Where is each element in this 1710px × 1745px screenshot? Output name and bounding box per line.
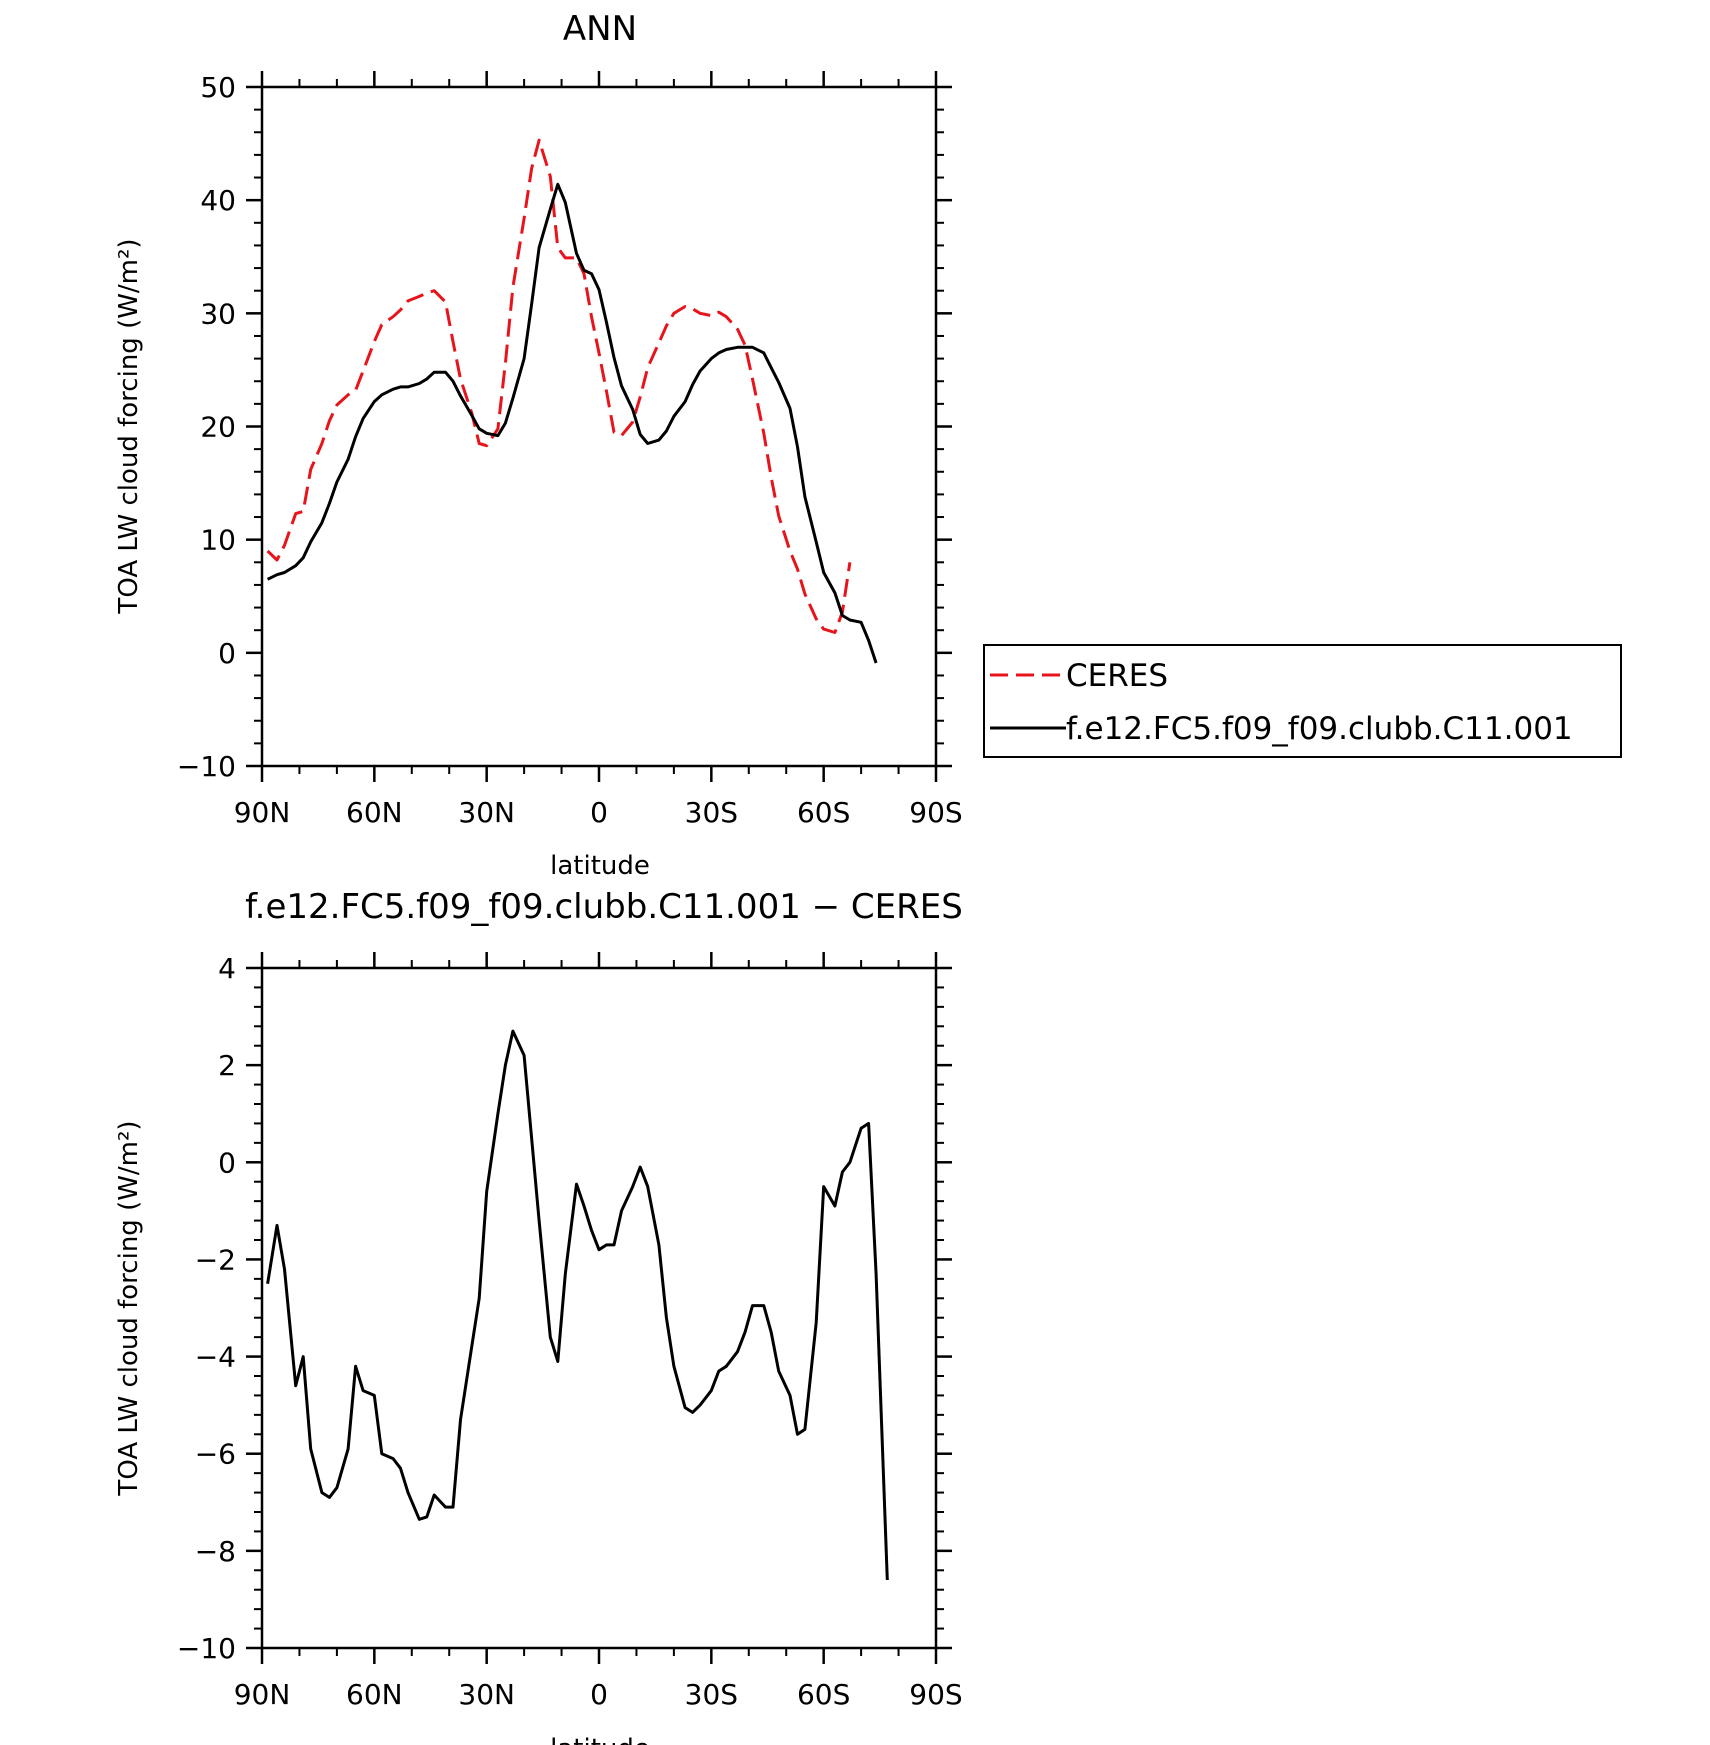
top-x-tick-labels: 90N 60N 30N 0 30S 60S 90S (234, 796, 963, 829)
legend-box (983, 644, 1622, 758)
top-x-tick-label: 60S (797, 796, 850, 829)
top-y-tick-label: 40 (200, 184, 236, 217)
top-x-tick-label: 90N (234, 796, 291, 829)
top-x-tick-label: 30N (458, 796, 515, 829)
bottom-x-tick-label: 60S (797, 1678, 850, 1711)
bottom-y-tick-label: −4 (195, 1341, 236, 1374)
top-y-tick-label: −10 (177, 750, 236, 783)
top-x-tick-label: 90S (909, 796, 962, 829)
bottom-x-tick-label: 90S (909, 1678, 962, 1711)
bottom-x-axis-title: latitude (550, 1734, 650, 1745)
top-ticks (246, 71, 952, 782)
bottom-y-tick-label: 0 (218, 1146, 236, 1179)
top-x-tick-label: 60N (346, 796, 403, 829)
bottom-y-tick-label: −10 (177, 1632, 236, 1665)
top-x-tick-label: 30S (685, 796, 738, 829)
top-y-tick-label: 10 (200, 524, 236, 557)
bottom-y-tick-labels: 4 2 0 −2 −4 −6 −8 −10 (177, 952, 236, 1665)
bottom-y-axis-title: TOA LW cloud forcing (W/m²) (114, 1120, 144, 1496)
top-panel: ANN 50 40 30 20 10 0 −10 90N 60N 30N 0 30S 60S 90S l… (114, 9, 963, 881)
bottom-panel-title: f.e12.FC5.f09_f09.clubb.C11.001 − CERES (245, 887, 963, 927)
top-y-tick-label: 0 (218, 637, 236, 670)
top-panel-title: ANN (563, 9, 637, 49)
top-y-tick-labels: 50 40 30 20 10 0 −10 (177, 71, 236, 783)
bottom-x-tick-label: 30N (458, 1678, 515, 1711)
bottom-x-tick-labels: 90N 60N 30N 0 30S 60S 90S (234, 1678, 963, 1711)
top-series-line-1 (266, 182, 878, 664)
legend: CERES f.e12.FC5.f09_f09.clubb.C11.001 (983, 644, 1622, 758)
top-series-lines (266, 138, 878, 664)
top-y-tick-label: 20 (200, 411, 236, 444)
bottom-y-tick-label: 4 (218, 952, 236, 985)
bottom-series-line-0 (266, 1029, 889, 1581)
bottom-x-tick-label: 90N (234, 1678, 291, 1711)
bottom-x-tick-label: 30S (685, 1678, 738, 1711)
bottom-x-tick-label: 0 (590, 1678, 608, 1711)
bottom-y-tick-label: 2 (218, 1049, 236, 1082)
bottom-y-tick-label: −6 (195, 1438, 236, 1471)
bottom-y-tick-label: −2 (195, 1243, 236, 1276)
top-y-tick-label: 50 (200, 71, 236, 104)
bottom-panel: f.e12.FC5.f09_f09.clubb.C11.001 − CERES … (114, 887, 963, 1745)
legend-label-model: f.e12.FC5.f09_f09.clubb.C11.001 (1066, 711, 1573, 747)
top-x-tick-label: 0 (590, 796, 608, 829)
bottom-ticks (246, 952, 952, 1664)
top-y-tick-label: 30 (200, 297, 236, 330)
legend-label-ceres: CERES (1066, 658, 1168, 694)
top-y-axis-title: TOA LW cloud forcing (W/m²) (114, 238, 144, 614)
top-series-line-0 (266, 138, 852, 634)
bottom-y-tick-label: −8 (195, 1535, 236, 1568)
bottom-x-tick-label: 60N (346, 1678, 403, 1711)
bottom-series-lines (266, 1029, 889, 1581)
top-x-axis-title: latitude (550, 851, 650, 881)
